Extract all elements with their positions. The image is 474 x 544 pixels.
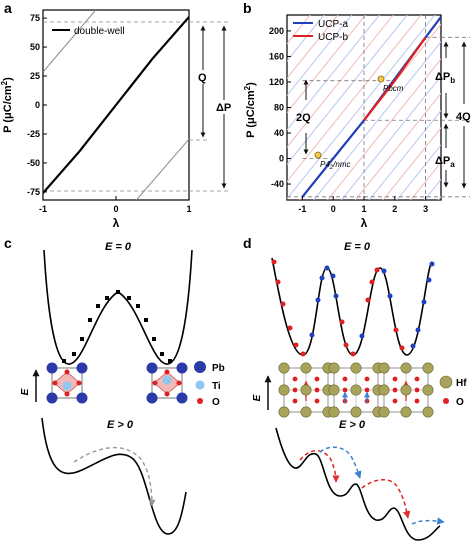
background-diagonal [287,15,339,79]
axis-a-xtick-label: 1 [186,204,191,214]
gray-line-upper [43,10,97,73]
axis-a-ytick-label: 50 [30,42,40,52]
axis-a-xlabel: λ [113,216,120,230]
axis-a-ylabel: P (μC/cm2) [0,77,14,133]
axis-b-ytick-label: 0 [279,154,284,164]
d-field-label: E [252,394,263,401]
axis-a-ytick-label: 25 [30,71,40,81]
four-q-label: 4Q [456,111,471,123]
axis-b-xtick-label: 3 [423,204,428,214]
legend-pb-label: Pb [212,363,225,374]
hfo2-cell [278,362,334,418]
axis-b-ytick-label: 80 [274,103,284,113]
background-diagonal [287,15,381,131]
legend-d-o-swatch [443,398,449,404]
axis-b-ticks: -1 0 1 2 3 -40 0 40 80 120 160 200 [269,26,428,214]
legend-ti-swatch [195,380,205,390]
c-tilted-well-curve [41,417,187,535]
axis-b-xtick-label: 1 [361,204,366,214]
background-diagonal [287,15,408,166]
background-diagonal [354,92,441,200]
c-dft-points [62,290,172,363]
axis-b-ytick-label: 40 [274,128,284,138]
axis-a-xtick-label: -1 [39,204,47,214]
d-e-positive: E > 0 [339,419,366,431]
legend-ucp-a-label: UCP-a [318,19,348,30]
legend-o-label: O [212,397,220,408]
dp-label: ΔP [216,102,231,114]
d-e-zero: E = 0 [344,241,371,253]
panel-b-label: b [243,0,252,16]
background-diagonal [287,15,325,62]
axis-b-xtick-label: -1 [298,204,306,214]
dpb-label: ΔPb [435,71,455,85]
c-field-label: E [20,388,31,395]
axis-a-ytick-label: -50 [27,158,40,168]
panel-c: c E = 0 E [4,235,225,535]
d-dft-points-red [271,259,405,357]
axis-a-ytick-label: 0 [35,100,40,110]
background-diagonal [287,15,353,97]
d-red-arrow-2 [361,479,411,519]
axis-b-ytick-label: -40 [271,179,284,189]
gray-line-lower [135,138,189,200]
axis-b-ytick-label: 200 [269,26,284,36]
series-double-well [43,16,189,194]
axis-b-xtick-label: 2 [392,204,397,214]
c-e-positive: E > 0 [107,419,134,431]
legend-pb-swatch [194,361,206,373]
panel-d: d E = 0 E Hf O E > 0 [243,235,467,541]
c-double-well-curve [43,249,193,365]
legend-double-well-label: double-well [74,26,125,37]
axis-b-ytick-label: 120 [269,77,284,87]
axis-b-ylabel: P (μC/cm2) [243,82,257,138]
legend-hf-swatch [439,375,453,389]
pbcm-label: Pbcm [383,84,404,93]
background-diagonal [382,127,441,200]
panel-a: a double-well Q ΔP λ P (μC/cm2) -1 0 1-75-… [0,0,234,230]
axis-b-ytick-label: 160 [269,51,284,61]
panel-b: b Pbcm P42/nmc UCP-a UCP-b 2Q ΔPb ΔPa [243,0,471,230]
background-diagonal [287,15,311,45]
p42nmc-label: P42/nmc [320,160,350,171]
legend-d-o-label: O [456,397,464,408]
d-blue-arrow-1 [319,446,362,479]
hfo2-cell [328,362,384,418]
c-e-zero: E = 0 [105,241,132,253]
dpa-label: ΔPa [435,155,455,169]
q-label: Q [198,72,207,84]
axis-a-ytick-label: 75 [30,13,40,23]
d-red-arrow-1 [299,450,340,483]
legend-o-swatch [197,398,203,404]
axis-a-ytick-label: -25 [27,129,40,139]
c-cell-right [146,362,188,404]
panel-a-label: a [4,0,12,16]
legend-hf-label: Hf [456,378,467,389]
d-hfo2-cells [278,362,434,418]
legend-ti-label: Ti [212,381,221,392]
axis-a-ticks: -1 0 1 -75 -50 -25 0 25 50 75 [27,13,192,214]
d-dft-points-blue [309,261,435,349]
background-diagonal [410,161,441,200]
d-multi-well-curve [271,257,433,356]
panel-d-label: d [243,235,252,251]
axis-b-xtick-label: 0 [331,204,336,214]
d-tilted-multi-well-curve [275,427,441,541]
panel-c-label: c [4,235,12,251]
p42nmc-marker [314,151,322,159]
axis-a-ytick-label: -75 [27,187,40,197]
pbcm-marker [377,75,385,83]
series-ucp-b [363,36,427,121]
two-q-label: 2Q [296,112,311,124]
axis-b-xlabel: λ [361,216,368,230]
hfo2-cell [378,362,434,418]
c-switch-path-arrow [73,446,156,507]
reference-dashes-b-ext [441,36,470,198]
legend-ucp-b-label: UCP-b [318,32,348,43]
c-cell-left [46,362,88,404]
background-diagonal [287,15,436,200]
axis-a-xtick-label: 0 [113,204,118,214]
d-blue-arrow-2 [411,517,445,525]
